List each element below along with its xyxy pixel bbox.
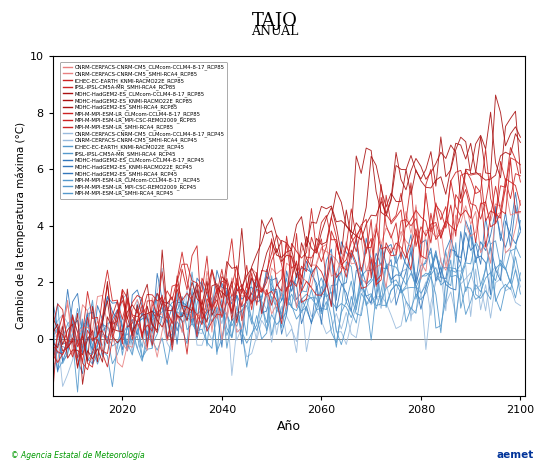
Text: TAJO: TAJO <box>252 12 298 30</box>
X-axis label: Año: Año <box>277 420 301 433</box>
Y-axis label: Cambio de la temperatura máxima (°C): Cambio de la temperatura máxima (°C) <box>15 122 25 329</box>
Text: ANUAL: ANUAL <box>251 25 299 38</box>
Text: aemet: aemet <box>496 450 534 460</box>
Legend: CNRM-CERFACS-CNRM-CM5_CLMcom-CCLM4-8-17_RCP85, CNRM-CERFACS-CNRM-CM5_SMHI-RCA4_R: CNRM-CERFACS-CNRM-CM5_CLMcom-CCLM4-8-17_… <box>60 62 227 199</box>
Text: © Agencia Estatal de Meteorología: © Agencia Estatal de Meteorología <box>11 451 145 460</box>
